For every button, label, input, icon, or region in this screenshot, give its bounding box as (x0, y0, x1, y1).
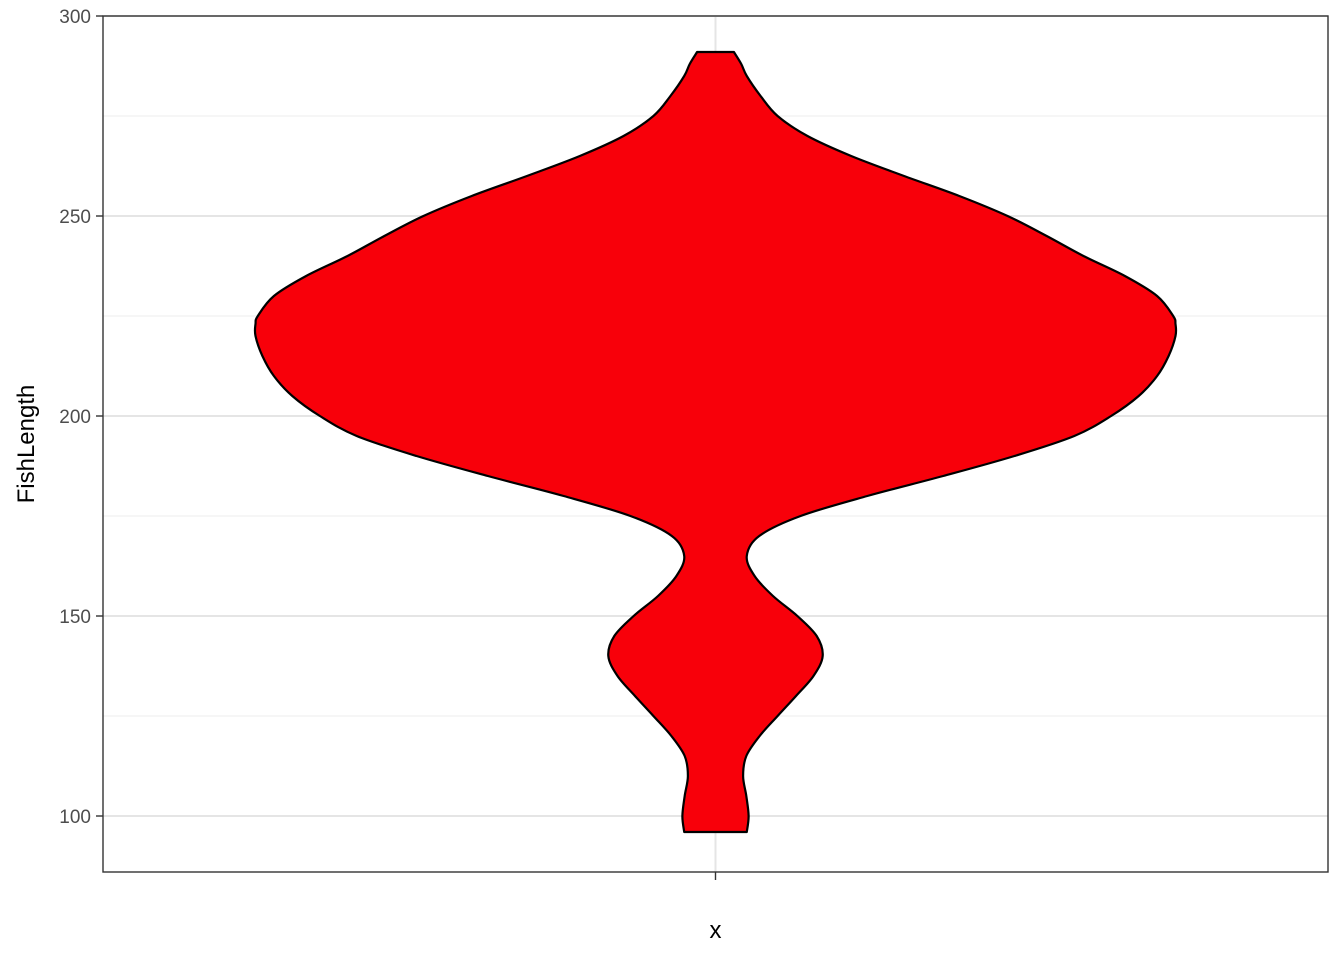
y-tick-label: 250 (59, 207, 91, 228)
y-tick-label: 150 (59, 607, 91, 628)
violin-shape (253, 50, 1178, 834)
y-tick-label: 200 (59, 407, 91, 428)
y-axis: 100 150 200 250 300 (59, 7, 103, 828)
violin-layer (253, 50, 1178, 834)
y-axis-title: FishLength (13, 385, 40, 504)
x-axis-title: x (710, 917, 722, 944)
y-tick-label: 100 (59, 807, 91, 828)
y-tick-label: 300 (59, 7, 91, 28)
